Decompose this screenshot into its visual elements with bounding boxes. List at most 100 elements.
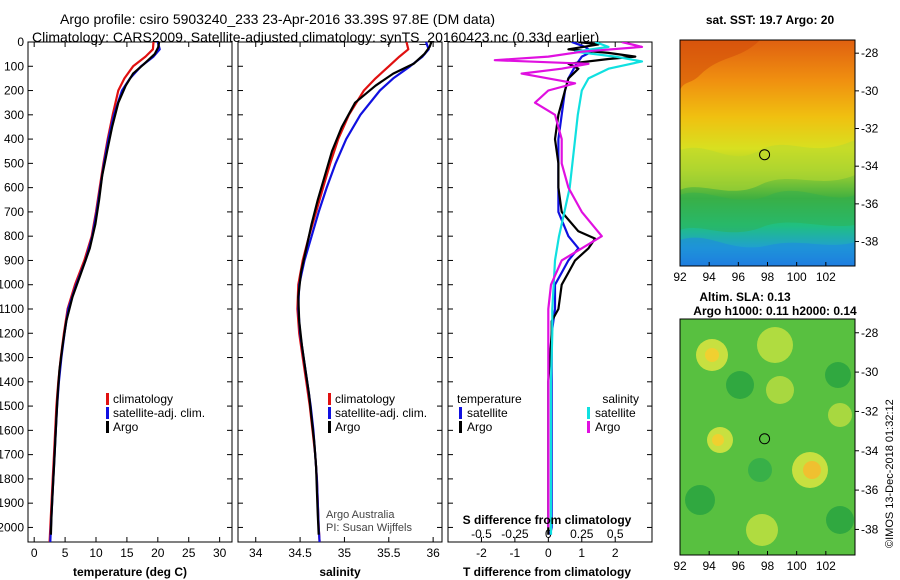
- depth-tick-label: 200: [4, 84, 24, 98]
- lat-tick-label: -34: [861, 159, 879, 173]
- legend-label-climatology: climatology: [335, 392, 395, 406]
- lat-tick-label: -28: [861, 326, 879, 340]
- x-tick-label: 34: [249, 546, 263, 560]
- x-tick-label: 25: [182, 546, 196, 560]
- temperature-x-axis: 0 5 10 15 20 25 30: [31, 42, 227, 560]
- depth-tick-label: 0: [17, 35, 24, 49]
- x-tick-label: 2: [612, 546, 619, 560]
- depth-tick-label: 1700: [0, 448, 24, 462]
- depth-tick-label: 1200: [0, 326, 24, 340]
- lon-tick-label: 96: [732, 270, 746, 284]
- legend-swatch-satellite: [106, 407, 109, 419]
- x-tick-label: 20: [151, 546, 165, 560]
- lat-tick-label: -32: [861, 404, 879, 418]
- legend-swatch-s-argo: [587, 421, 590, 433]
- temperature-profiles: [48, 42, 161, 542]
- sla-high-blob: [712, 434, 724, 446]
- lat-tick-label: -30: [861, 84, 879, 98]
- depth-tick-label: 1900: [0, 496, 24, 510]
- legend-swatch-argo: [106, 421, 109, 433]
- lon-tick-label: 98: [761, 559, 775, 573]
- lat-tick-label: -36: [861, 197, 879, 211]
- legend-swatch-climatology: [106, 393, 109, 405]
- depth-tick-label: 1800: [0, 472, 24, 486]
- difference-depth-ticks: [448, 41, 652, 528]
- sst-front-band: [680, 140, 855, 191]
- lon-tick-label: 94: [702, 559, 716, 573]
- lat-tick-label: -32: [861, 122, 879, 136]
- lon-tick-label: 96: [732, 559, 746, 573]
- sst-lat-axis: -28 -30 -32 -34 -36 -38: [855, 46, 879, 249]
- legend-label-t-argo: Argo: [467, 420, 493, 434]
- depth-tick-label: 700: [4, 205, 24, 219]
- figure-title-line2: Climatology: CARS2009. Satellite-adjuste…: [32, 29, 599, 45]
- depth-tick-label: 100: [4, 59, 24, 73]
- lon-tick-label: 100: [787, 559, 807, 573]
- sst-field: [680, 40, 855, 266]
- lon-tick-label: 100: [787, 270, 807, 284]
- lon-tick-label: 102: [816, 270, 836, 284]
- legend-header-salinity: salinity: [602, 392, 639, 406]
- s-difference-xlabel: S difference from climatology: [463, 513, 632, 527]
- depth-tick-label: 800: [4, 229, 24, 243]
- temperature-xlabel: temperature (deg C): [73, 565, 187, 579]
- legend-label-argo: Argo: [335, 420, 361, 434]
- profile-line-satellite-adj-clim-: [297, 42, 430, 542]
- lat-tick-label: -30: [861, 365, 879, 379]
- lat-tick-label: -38: [861, 522, 879, 536]
- depth-tick-label: 1500: [0, 399, 24, 413]
- s-diff-tick-label: 0.25: [570, 527, 594, 541]
- temperature-panel: 0100200300400500600700800900100011001200…: [0, 35, 233, 579]
- difference-axes-frame: [447, 41, 653, 543]
- temperature-axes-frame: [27, 41, 233, 543]
- depth-tick-label: 900: [4, 253, 24, 267]
- s-diff-tick-label: 0.5: [607, 527, 624, 541]
- x-tick-label: 35: [338, 546, 352, 560]
- x-tick-label: 30: [213, 546, 227, 560]
- lon-tick-label: 102: [816, 559, 836, 573]
- legend-swatch-s-satellite: [587, 407, 590, 419]
- temperature-legend: climatology satellite-adj. clim. Argo: [106, 392, 205, 434]
- legend-swatch-satellite: [328, 407, 331, 419]
- salinity-legend: climatology satellite-adj. clim. Argo: [328, 392, 427, 434]
- profile-line-climatology: [48, 42, 155, 542]
- sla-low-blob: [685, 485, 715, 515]
- legend-label-s-satellite: satellite: [595, 406, 636, 420]
- x-tick-label: 34.5: [288, 546, 312, 560]
- sla-low-blob: [726, 371, 754, 399]
- depth-tick-label: 1400: [0, 375, 24, 389]
- x-tick-label: 0: [545, 546, 552, 560]
- depth-tick-label: 1600: [0, 423, 24, 437]
- salinity-depth-ticks: [238, 41, 442, 528]
- sst-cold-band: [680, 237, 855, 266]
- salinity-profiles: [296, 42, 433, 542]
- salinity-axes-frame: [237, 41, 443, 543]
- figure-title-line1: Argo profile: csiro 5903240_233 23-Apr-2…: [60, 11, 495, 27]
- legend-label-t-satellite: satellite: [467, 406, 508, 420]
- x-tick-label: 1: [578, 546, 585, 560]
- difference-profiles: [493, 42, 644, 535]
- sla-map-subtitle: Argo h1000: 0.11 h2000: 0.14: [693, 304, 857, 318]
- x-tick-label: 10: [89, 546, 103, 560]
- sst-cool-band: [680, 190, 855, 233]
- x-tick-label: 15: [120, 546, 134, 560]
- profile-line-climatology: [296, 42, 410, 542]
- profile-line-salinity-satellite: [549, 42, 644, 535]
- t-difference-x-axis: -2 -1 0 1 2: [476, 42, 619, 560]
- legend-header-temperature: temperature: [457, 392, 522, 406]
- x-tick-label: -2: [476, 546, 487, 560]
- lat-tick-label: -36: [861, 483, 879, 497]
- sla-field: [680, 319, 855, 555]
- legend-swatch-argo: [328, 421, 331, 433]
- lon-tick-label: 94: [702, 270, 716, 284]
- lat-tick-label: -38: [861, 235, 879, 249]
- lat-tick-label: -28: [861, 46, 879, 60]
- sst-map: sat. SST: 19.7 Argo: 20 92 94 96 98 100 102 -…: [673, 13, 878, 284]
- sla-lat-axis: -28 -30 -32 -34 -36 -38: [855, 326, 879, 536]
- depth-tick-label: 2000: [0, 520, 24, 534]
- profile-line-satellite-adj-clim-: [49, 42, 161, 542]
- x-tick-label: 36: [426, 546, 440, 560]
- imos-credit: ©IMOS 13-Dec-2018 01:32:12: [884, 399, 896, 548]
- s-diff-tick-label: -0.25: [501, 527, 529, 541]
